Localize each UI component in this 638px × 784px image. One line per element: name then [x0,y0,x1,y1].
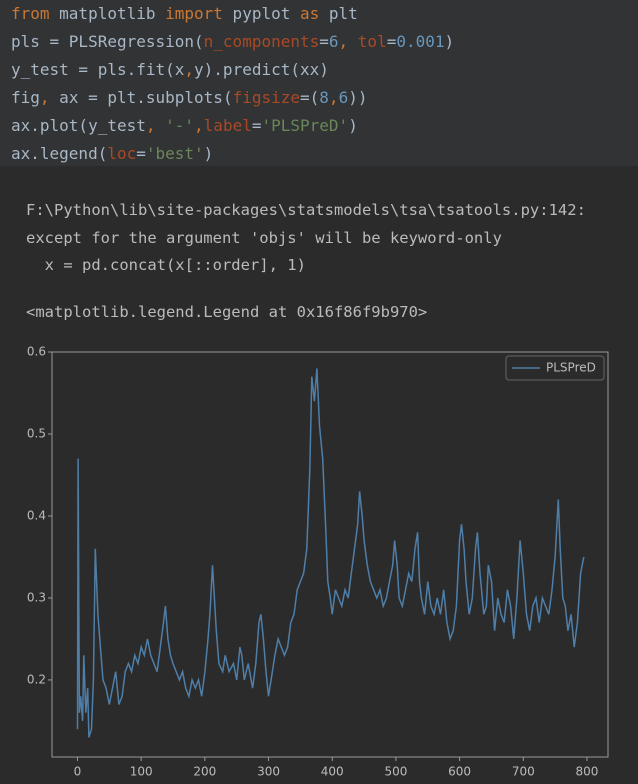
code-token: 8 [319,88,329,107]
code-token: figsize [232,88,301,107]
x-tick-label: 100 [130,765,153,779]
code-token: plt [319,4,358,23]
output-result: <matplotlib.legend.Legend at 0x16f86f9b9… [26,303,428,321]
code-line: pls = PLSRegression(n_components=6, tol=… [11,28,454,56]
code-token: , [39,88,50,107]
code-token: n_components [203,32,320,51]
code-line: ax.plot(y_test, '-',label='PLSPreD') [11,112,358,140]
code-cell[interactable]: from matplotlib import pyplot as plt pls … [0,0,638,166]
code-token: , [328,88,339,107]
y-tick-label: 0.2 [27,672,46,686]
x-tick-label: 800 [576,765,599,779]
x-tick-label: 600 [448,765,471,779]
output-line: F:\Python\lib\site-packages\statsmodels\… [26,201,596,219]
code-token: ) [444,32,455,51]
code-token: 0.001 [396,32,445,51]
axes-frame [51,351,609,758]
code-token: ) [348,116,358,135]
x-tick-label: 500 [384,765,407,779]
code-token: y).predict(xx) [194,60,329,79]
code-token: 'best' [145,144,204,163]
code-token: y_test = pls.fit(x [11,60,185,79]
output-line: x = pd.concat(x[::order], 1) [26,256,306,274]
chart: 0.2 0.3 0.4 0.5 0.6 0 100 200 300 400 500 600 700 800… [27,345,609,779]
y-tick-label: 0.3 [27,590,46,604]
x-tick-label: 400 [321,765,344,779]
code-token: ax.plot(y_test [11,116,146,135]
code-token: , [338,32,358,51]
code-token: , [194,116,204,135]
code-line: fig, ax = plt.subplots(figsize=(8,6)) [11,84,367,112]
legend-box [505,355,605,381]
code-token: 'PLSPreD' [261,116,349,135]
code-token: = [136,144,146,163]
code-token: )) [348,88,368,107]
x-tick-label: 700 [512,765,535,779]
legend: PLSPreD [505,355,605,381]
code-token: 6 [328,32,339,51]
code-token: pls = PLSRegression( [11,32,204,51]
output-line: except for the argument 'objs' will be k… [26,228,502,247]
code-token: = [319,32,329,51]
code-token: as [299,4,320,23]
x-tick-label: 0 [74,765,82,779]
code-token: from [11,4,50,23]
code-token: = [251,116,262,135]
code-token: ax.legend( [11,144,108,163]
code-token: loc [107,144,137,163]
code-token: 6 [338,88,349,107]
y-tick-label: 0.5 [27,426,46,440]
code-token: matplotlib [49,4,166,23]
code-token: label [203,116,252,135]
y-tick-label: 0.4 [27,508,46,522]
data-line [76,368,585,738]
code-token: , [145,116,166,135]
y-tick-label: 0.6 [27,345,46,359]
code-token: =( [300,88,320,107]
code-token: ax = plt.subplots( [49,88,233,107]
code-token: fig [11,88,40,107]
code-token: '-' [165,116,195,135]
code-token: tol [357,32,387,51]
code-token: import [165,4,223,23]
code-line: from matplotlib import pyplot as plt [11,0,358,28]
x-tick-label: 200 [193,765,216,779]
code-token: = [386,32,397,51]
legend-label: PLSPreD [546,361,596,375]
code-token: , [184,60,195,79]
x-tick-label: 300 [257,765,280,779]
code-token: ) [203,144,214,163]
code-line: y_test = pls.fit(x,y).predict(xx) [11,56,329,84]
code-token: pyplot [222,4,300,23]
code-line: ax.legend(loc='best') [11,140,213,168]
